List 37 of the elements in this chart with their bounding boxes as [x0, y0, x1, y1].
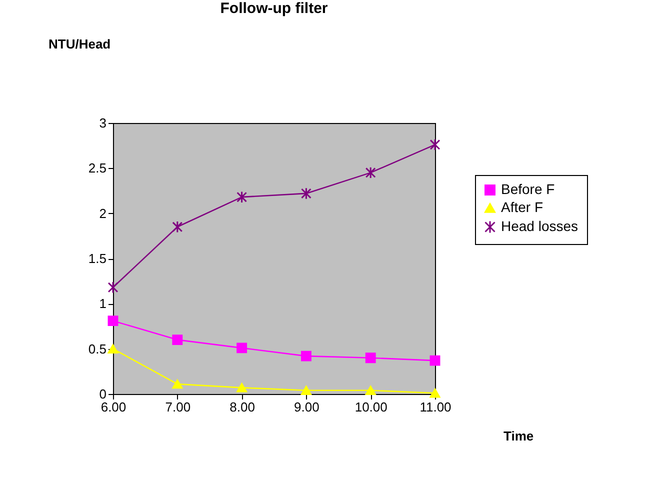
point	[172, 379, 183, 389]
point	[236, 190, 248, 204]
y-tick-label: 1	[99, 296, 106, 312]
y-tick-label: 0.5	[88, 341, 106, 356]
x-tick-label: 10.00	[354, 400, 388, 414]
point	[365, 166, 376, 179]
y-tick-label: 3	[99, 116, 106, 130]
point	[365, 352, 376, 364]
point	[430, 355, 440, 366]
point	[430, 388, 440, 398]
point	[300, 386, 312, 396]
point	[365, 386, 376, 396]
chart-title: Follow-up filter	[220, 0, 328, 17]
y-tick-label: 1.5	[88, 251, 106, 266]
legend-label: Head losses	[501, 218, 578, 234]
y-tick-label: 2	[99, 206, 106, 221]
point	[172, 334, 183, 346]
point	[108, 316, 118, 326]
x-tick-label: 9.00	[294, 400, 320, 414]
x-tick-label: 11.00	[420, 400, 452, 414]
legend-label: Before F	[501, 181, 555, 197]
point	[172, 220, 183, 233]
point	[236, 342, 248, 354]
point	[236, 383, 248, 392]
point	[300, 187, 312, 200]
x-tick-label: 6.00	[100, 400, 126, 414]
x-axis-title: Time	[504, 428, 534, 444]
y-axis-title: NTU/Head	[48, 36, 111, 52]
legend-label: After F	[501, 199, 544, 215]
point	[108, 344, 118, 354]
point	[108, 281, 118, 294]
y-tick-label: 2.5	[88, 160, 106, 176]
x-tick-label: 7.00	[165, 400, 191, 414]
point	[300, 350, 312, 362]
point	[430, 138, 440, 151]
x-tick-label: 8.00	[230, 400, 255, 414]
y-tick-label: 0	[99, 386, 106, 402]
